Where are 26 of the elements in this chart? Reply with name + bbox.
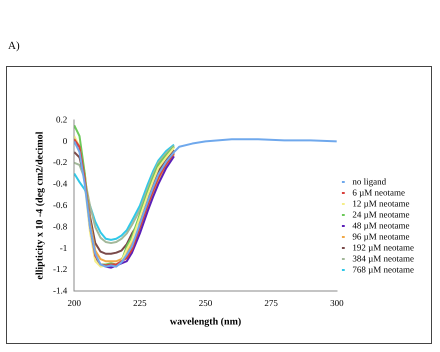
legend-label: 12 µM neotame (352, 198, 410, 208)
x-tick-label: 300 (330, 298, 344, 308)
y-tick-label: -1.4 (52, 286, 68, 296)
y-tick-label: -0.4 (52, 178, 68, 189)
y-tick-label: -0.8 (52, 221, 68, 232)
y-tick-label: 0 (62, 136, 68, 146)
y-tick-label: 0.2 (56, 114, 68, 124)
y-tick-label: -0.2 (52, 157, 68, 168)
x-axis-title: wavelength (nm) (170, 316, 242, 328)
y-tick-label: -1 (60, 242, 68, 253)
x-tick-label: 225 (133, 298, 148, 308)
legend-label: 48 µM neotame (352, 220, 410, 230)
x-tick-label: 200 (67, 298, 82, 308)
legend-label: 6 µM neotame (352, 187, 406, 198)
y-tick-label: -0.6 (52, 200, 68, 210)
x-tick-label: 275 (264, 298, 278, 308)
y-tick-label: -1.2 (52, 264, 68, 274)
x-tick-label: 250 (198, 298, 213, 308)
legend-label: 24 µM neotame (352, 209, 410, 220)
legend-label: 96 µM neotame (352, 231, 410, 242)
legend-label: no ligand (352, 176, 387, 186)
text: A) (8, 40, 20, 52)
legend-label: 192 µM neotame (352, 242, 414, 252)
y-axis-title: ellipticity x 10 -4 (deg cm2/decimol (34, 131, 46, 280)
legend-label: 384 µM neotame (352, 253, 414, 264)
legend-label: 768 µM neotame (352, 264, 414, 274)
